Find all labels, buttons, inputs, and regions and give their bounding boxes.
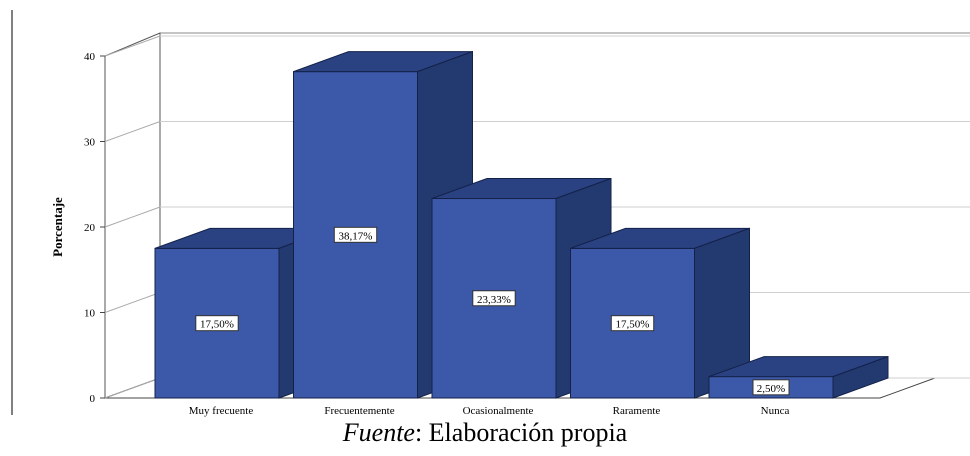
data-label-box xyxy=(195,315,239,332)
data-label-box xyxy=(333,226,378,243)
data-label: 38,17% xyxy=(339,230,373,242)
y-axis-ticks: 0 10 20 30 40 xyxy=(84,51,105,405)
data-label: 17,50% xyxy=(616,319,650,331)
gridline-side xyxy=(104,206,161,228)
x-axis-ticks: Muy frecuente Frecuentemente Ocasionalment… xyxy=(189,405,790,417)
gridline-side xyxy=(104,121,161,142)
y-tick-label: 40 xyxy=(84,51,96,63)
y-axis-label: Porcentaje xyxy=(50,197,65,257)
data-label: 2,50% xyxy=(757,383,785,395)
x-tick-label: Nunca xyxy=(761,405,790,417)
y-tick-label: 10 xyxy=(84,308,96,320)
gridline-side xyxy=(104,292,161,313)
caption-source-text: : Elaboración propia xyxy=(414,418,628,447)
x-tick-label: Ocasionalmente xyxy=(463,405,534,417)
y-tick-label: 0 xyxy=(90,393,96,405)
bars: 17,50% 38,17% 23,33% 17,50% 2,50% xyxy=(154,50,889,399)
caption-source-label: Fuente xyxy=(342,418,415,447)
bar: 2,50% xyxy=(708,355,889,399)
x-tick-label: Muy frecuente xyxy=(189,405,254,417)
left-wall xyxy=(104,32,161,399)
y-tick-label: 20 xyxy=(84,222,96,234)
data-label-box xyxy=(472,290,516,307)
figure-caption: Fuente: Elaboración propia xyxy=(0,418,970,448)
y-tick-label: 30 xyxy=(84,137,96,149)
data-label: 17,50% xyxy=(200,319,234,331)
gridline-side xyxy=(104,377,161,399)
x-tick-label: Raramente xyxy=(613,405,661,417)
bar-side xyxy=(832,355,889,399)
data-label-box xyxy=(610,315,655,332)
data-label: 23,33% xyxy=(477,294,511,306)
data-label-box xyxy=(752,379,790,396)
gridline-side xyxy=(104,35,161,57)
x-tick-label: Frecuentemente xyxy=(324,405,394,417)
